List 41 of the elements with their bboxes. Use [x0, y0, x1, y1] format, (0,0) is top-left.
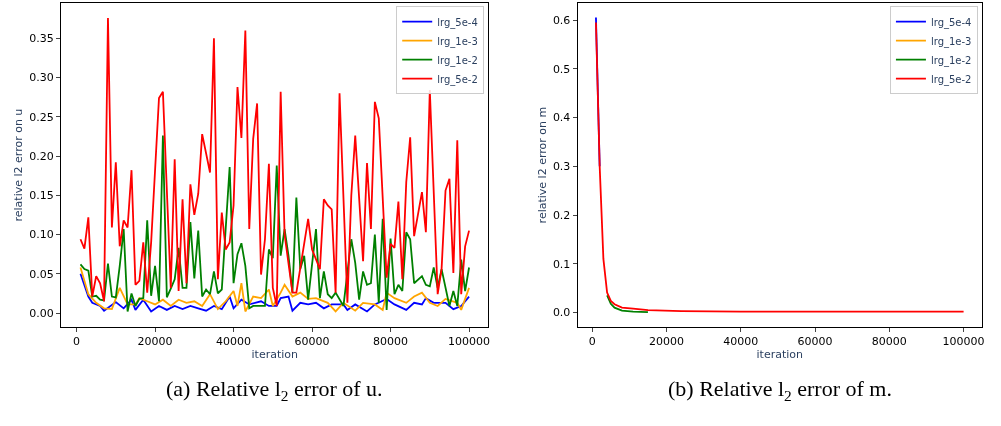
x-tick-label: 20000 [649, 335, 685, 349]
y-tick-label: 0.30 [29, 71, 54, 85]
x-tick-label: 40000 [216, 335, 252, 349]
x-tick-label: 100000 [448, 335, 491, 349]
x-tick-label: 60000 [797, 335, 833, 349]
y-tick-label: 0.1 [552, 257, 571, 271]
y-tick-label: 0.20 [29, 149, 54, 163]
legend-label: lrg_1e-3 [930, 35, 972, 48]
x-tick-label: 80000 [373, 335, 409, 349]
y-tick-label: 0.6 [552, 13, 571, 27]
x-tick-label: 0 [588, 335, 596, 349]
text: (a) Relative l$_{2}$ error of u. [166, 376, 383, 404]
legend-label: lrg_5e-2 [930, 73, 972, 86]
x-axis-title: iteration [251, 348, 299, 362]
x-tick-label: 100000 [942, 335, 985, 349]
y-tick-label: 0.00 [29, 306, 54, 320]
x-tick-label: 20000 [137, 335, 173, 349]
y-tick-label: 0.10 [29, 228, 54, 242]
y-tick-label: 0.3 [552, 160, 571, 174]
legend-label: lrg_1e-3 [437, 35, 478, 48]
y-tick-label: 0.15 [29, 189, 54, 203]
x-tick-label: 60000 [294, 335, 330, 349]
y-axis-title: relative l2 error on m [535, 106, 549, 224]
legend-label: lrg_5e-2 [437, 73, 478, 86]
legend-label: lrg_1e-2 [930, 54, 972, 67]
y-tick-label: 0.4 [552, 111, 571, 125]
y-tick-label: 0.0 [552, 306, 571, 320]
x-tick-label: 0 [73, 335, 81, 349]
legend-label: lrg_5e-4 [930, 16, 972, 29]
y-tick-label: 0.05 [29, 267, 54, 281]
x-tick-label: 80000 [871, 335, 907, 349]
y-tick-label: 0.5 [552, 62, 571, 76]
x-tick-label: 40000 [723, 335, 759, 349]
x-axis-title: iteration [756, 348, 804, 362]
legend-label: lrg_5e-4 [437, 16, 478, 29]
legend-label: lrg_1e-2 [437, 54, 478, 67]
y-tick-label: 0.25 [29, 110, 54, 124]
text: (b) Relative l$_{2}$ error of m. [668, 376, 892, 404]
y-axis-title: relative l2 error on u [12, 108, 26, 222]
y-tick-label: 0.35 [29, 32, 54, 46]
y-tick-label: 0.2 [552, 208, 571, 222]
